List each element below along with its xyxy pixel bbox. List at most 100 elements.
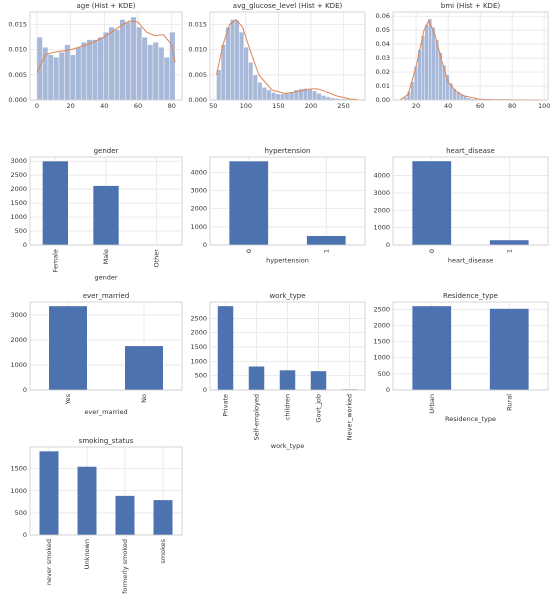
histogram-bar	[80, 41, 87, 101]
plot-frame	[209, 156, 366, 246]
histogram-bar	[248, 62, 254, 101]
bar	[310, 371, 327, 390]
bar	[217, 306, 234, 390]
x-tick-label: 200	[305, 102, 317, 110]
histogram-bar	[266, 89, 272, 101]
y-tick-label: 3000	[373, 189, 390, 197]
histogram-bar	[58, 52, 65, 101]
x-tick-label: 50	[209, 102, 217, 110]
histogram-bar	[275, 93, 281, 101]
y-tick-label: 1500	[10, 465, 27, 473]
y-tick-label: 1500	[10, 199, 27, 207]
histogram-bar	[289, 92, 295, 101]
x-tick-label: 100	[240, 102, 252, 110]
y-tick-label: 2000	[190, 329, 207, 337]
bar	[115, 495, 135, 535]
chart-title: smoking_status	[79, 437, 134, 445]
x-axis-label: hypertension	[266, 256, 309, 264]
histogram-bar	[234, 20, 240, 101]
x-tick-label: 1	[322, 249, 330, 253]
histogram-bar	[169, 31, 176, 101]
y-tick-label: 0.06	[376, 12, 390, 20]
histogram-bar	[152, 41, 159, 101]
histogram-bar	[147, 44, 154, 101]
histogram-bar	[97, 36, 104, 101]
y-tick-label: 2500	[10, 171, 27, 179]
y-tick-label: 0	[386, 386, 390, 394]
x-tick-label: children	[284, 394, 292, 420]
x-tick-label: Rural	[505, 394, 513, 411]
y-tick-label: 0.01	[376, 82, 390, 90]
plot-frame	[29, 11, 183, 101]
y-tick-label: 0.02	[376, 68, 390, 76]
histogram-bar	[321, 95, 327, 101]
y-tick-label: 0	[203, 241, 207, 249]
histogram-bar	[312, 90, 318, 101]
chart-title: avg_glucose_level (Hist + KDE)	[233, 2, 343, 10]
histogram-bar	[220, 44, 226, 101]
y-tick-label: 0	[203, 386, 207, 394]
y-tick-label: 3000	[10, 311, 27, 319]
plot-frame	[209, 301, 366, 391]
y-tick-label: 2000	[10, 185, 27, 193]
histogram-bar	[325, 96, 331, 101]
plot-frame	[29, 446, 183, 536]
y-tick-label: 1000	[190, 357, 207, 365]
histogram-bar	[69, 54, 76, 101]
y-tick-label: 0.000	[8, 96, 27, 104]
bar	[412, 306, 452, 390]
y-tick-label: 0	[23, 241, 27, 249]
histogram-bar	[252, 74, 258, 101]
histogram-bar	[428, 18, 432, 101]
histogram-bar	[141, 36, 148, 101]
histogram-bar	[271, 92, 276, 101]
x-tick-label: 80	[508, 102, 516, 110]
histogram-bar	[316, 93, 322, 101]
histogram-bar	[91, 39, 98, 101]
x-tick-label: 60	[134, 102, 142, 110]
y-tick-label: 1000	[373, 354, 390, 362]
plot-frame	[29, 301, 183, 391]
x-tick-label: Self-employed	[253, 394, 261, 440]
y-tick-label: 500	[195, 372, 207, 380]
histogram-bar	[239, 31, 245, 101]
bar	[77, 466, 97, 535]
y-tick-label: 0.005	[8, 71, 27, 79]
histogram-bar	[257, 82, 263, 101]
x-tick-label: No	[140, 394, 148, 403]
histogram-bar	[36, 36, 43, 101]
x-tick-label: 80	[168, 102, 176, 110]
plot-frame	[392, 11, 549, 101]
bar	[248, 366, 265, 390]
x-tick-label: 20	[66, 102, 74, 110]
y-tick-label: 2000	[373, 321, 390, 329]
x-tick-label: Govt_job	[315, 394, 323, 423]
histogram-bar	[64, 44, 71, 101]
chart-title: gender	[94, 147, 119, 155]
histogram-bar	[136, 26, 143, 101]
histogram-bar	[307, 89, 313, 101]
x-tick-label: 250	[337, 102, 349, 110]
y-tick-label: 2500	[190, 314, 207, 322]
x-tick-label: 60	[476, 102, 484, 110]
x-tick-label: Urban	[428, 394, 436, 414]
histogram-bar	[225, 26, 231, 101]
y-tick-label: 0	[23, 531, 27, 539]
y-tick-label: 4000	[373, 172, 390, 180]
bar	[93, 185, 119, 245]
chart-title: hypertension	[264, 147, 310, 155]
y-tick-label: 500	[15, 227, 27, 235]
x-tick-label: 0	[245, 249, 253, 253]
y-tick-label: 0.015	[188, 21, 207, 29]
x-axis-label: gender	[94, 273, 117, 281]
y-tick-label: 500	[15, 509, 27, 517]
bar	[153, 500, 173, 535]
chart-title: ever_married	[83, 292, 130, 300]
histogram-bar	[103, 31, 109, 101]
bar	[412, 161, 452, 245]
kde-line	[399, 19, 541, 101]
y-tick-label: 0	[386, 241, 390, 249]
x-axis-label: work_type	[271, 442, 305, 450]
y-tick-label: 1500	[373, 338, 390, 346]
y-tick-label: 0.000	[188, 96, 207, 104]
